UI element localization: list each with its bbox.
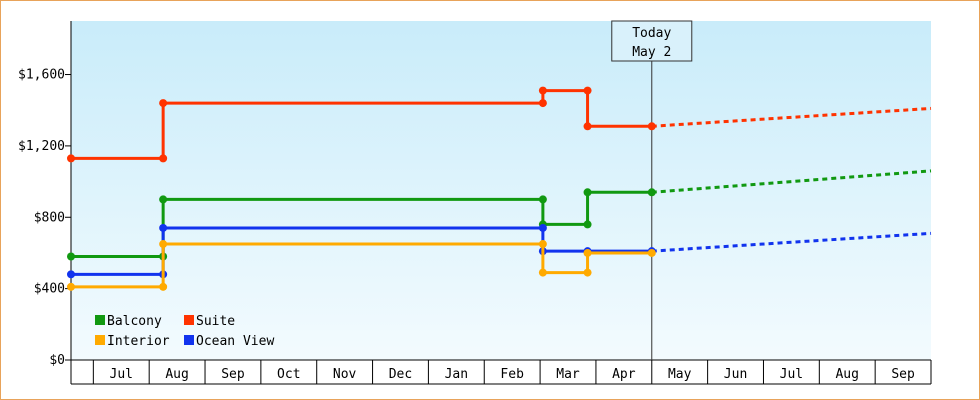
legend-swatch-ocean-view bbox=[184, 335, 194, 345]
x-tick-label: Aug bbox=[835, 367, 858, 382]
legend-label-ocean-view: Ocean View bbox=[196, 334, 274, 349]
data-point-suite bbox=[159, 154, 168, 163]
plot-background bbox=[71, 21, 931, 360]
data-point-interior bbox=[583, 248, 592, 257]
legend-label-balcony: Balcony bbox=[107, 314, 162, 329]
x-tick-label: Jul bbox=[780, 367, 803, 382]
x-tick-label: Feb bbox=[500, 367, 524, 382]
data-point-interior bbox=[538, 268, 547, 277]
data-point-interior bbox=[583, 268, 592, 277]
data-point-suite bbox=[647, 122, 656, 131]
forecast-line-ocean-view bbox=[651, 231, 932, 253]
data-point-suite bbox=[583, 86, 592, 95]
today-label-line2: May 2 bbox=[632, 45, 671, 60]
forecast-line-balcony bbox=[651, 169, 932, 194]
x-tick-label: Sep bbox=[221, 367, 245, 382]
data-point-suite bbox=[538, 99, 547, 108]
data-point-balcony bbox=[538, 195, 547, 204]
x-tick-label: Apr bbox=[612, 367, 636, 382]
y-tick-label: $400 bbox=[34, 282, 65, 297]
legend-label-suite: Suite bbox=[196, 314, 235, 329]
series-line-suite bbox=[71, 89, 652, 160]
legend-swatch-balcony bbox=[95, 315, 105, 325]
x-tick-label: Aug bbox=[165, 367, 188, 382]
y-tick-label: $800 bbox=[34, 210, 65, 225]
x-tick-label: Jul bbox=[110, 367, 133, 382]
data-point-balcony bbox=[159, 195, 168, 204]
today-box bbox=[611, 20, 693, 62]
data-point-interior bbox=[647, 248, 656, 257]
forecast-line-suite bbox=[651, 106, 932, 128]
x-tick-label: Jun bbox=[724, 367, 747, 382]
data-point-interior bbox=[159, 240, 168, 249]
x-tick-label: May bbox=[668, 367, 692, 382]
data-point-interior bbox=[67, 282, 75, 291]
y-tick-label: $1,200 bbox=[18, 139, 65, 154]
data-point-balcony bbox=[583, 188, 592, 197]
x-tick-label: Jan bbox=[445, 367, 468, 382]
today-label-line1: Today bbox=[632, 26, 671, 41]
data-point-ocean-view bbox=[67, 270, 75, 279]
data-point-suite bbox=[538, 86, 547, 95]
data-point-suite bbox=[67, 154, 75, 163]
data-point-interior bbox=[159, 282, 168, 291]
x-tick-label: Sep bbox=[891, 367, 915, 382]
y-tick-label: $0 bbox=[49, 353, 65, 368]
data-point-balcony bbox=[583, 220, 592, 229]
data-point-balcony bbox=[647, 188, 656, 197]
data-point-interior bbox=[538, 240, 547, 249]
data-point-ocean-view bbox=[159, 223, 168, 232]
x-tick-label: Mar bbox=[556, 367, 580, 382]
data-point-ocean-view bbox=[538, 223, 547, 232]
x-tick-label: Dec bbox=[389, 367, 412, 382]
y-tick-label: $1,600 bbox=[18, 68, 65, 83]
x-tick-label: Oct bbox=[277, 367, 300, 382]
legend-label-interior: Interior bbox=[107, 334, 170, 349]
legend-swatch-suite bbox=[184, 315, 194, 325]
data-point-suite bbox=[159, 99, 168, 108]
x-tick-label: Nov bbox=[333, 367, 357, 382]
legend-swatch-interior bbox=[95, 335, 105, 345]
data-point-balcony bbox=[67, 252, 75, 261]
data-point-suite bbox=[583, 122, 592, 131]
